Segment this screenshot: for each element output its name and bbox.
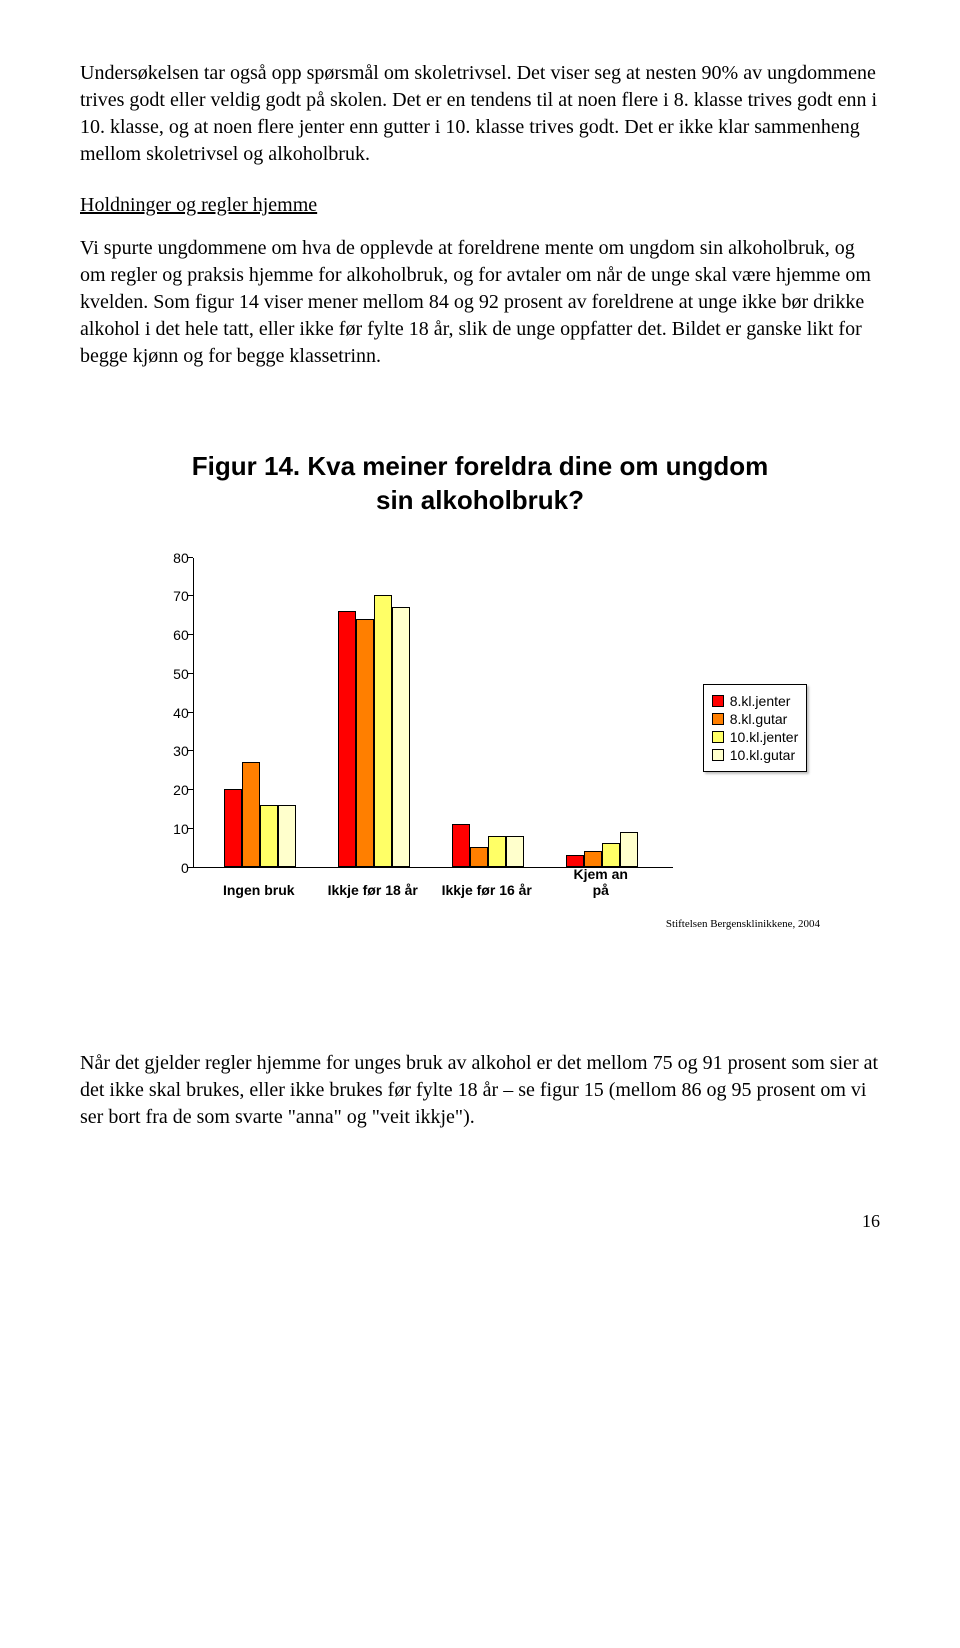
paragraph-1: Undersøkelsen tar også opp spørsmål om s… (80, 60, 880, 168)
bar (242, 762, 260, 867)
bar (488, 836, 506, 867)
paragraph-2: Vi spurte ungdommene om hva de opplevde … (80, 235, 880, 370)
legend-swatch (712, 749, 724, 761)
x-category-label: Ikkje før 18 år (328, 882, 418, 898)
bar (224, 789, 242, 867)
bar (620, 832, 638, 867)
bar (470, 847, 488, 866)
legend-swatch (712, 731, 724, 743)
bar (374, 595, 392, 866)
legend-label: 10.kl.gutar (730, 747, 795, 763)
paragraph-3: Når det gjelder regler hjemme for unges … (80, 1050, 880, 1131)
chart-source: Stiftelsen Bergensklinikkene, 2004 (80, 918, 820, 930)
bar (506, 836, 524, 867)
y-tick-label: 60 (153, 627, 189, 643)
chart-container: 01020304050607080Ingen brukIkkje før 18 … (80, 558, 880, 898)
x-category-label: Ingen bruk (223, 882, 295, 898)
legend-swatch (712, 713, 724, 725)
bar (260, 805, 278, 867)
legend-label: 10.kl.jenter (730, 729, 798, 745)
chart-legend: 8.kl.jenter 8.kl.gutar 10.kl.jenter 10.kl.g… (703, 684, 807, 772)
bar (452, 824, 470, 867)
page-number: 16 (80, 1211, 880, 1232)
plot-area (193, 558, 673, 868)
legend-label: 8.kl.gutar (730, 711, 788, 727)
bar (392, 607, 410, 867)
y-tick-label: 0 (153, 860, 189, 876)
chart-title: Figur 14. Kva meiner foreldra dine om un… (130, 450, 830, 518)
x-category-label: Kjem an på (565, 866, 637, 898)
y-tick-label: 30 (153, 743, 189, 759)
legend-swatch (712, 695, 724, 707)
chart-title-line2: sin alkoholbruk? (376, 485, 584, 515)
bar (338, 611, 356, 867)
legend-item: 8.kl.jenter (712, 693, 798, 709)
legend-item: 10.kl.jenter (712, 729, 798, 745)
bar (356, 619, 374, 867)
legend-label: 8.kl.jenter (730, 693, 791, 709)
y-tick-label: 20 (153, 782, 189, 798)
bar-chart: 01020304050607080Ingen brukIkkje før 18 … (153, 558, 673, 898)
y-tick-label: 10 (153, 821, 189, 837)
y-tick-label: 80 (153, 550, 189, 566)
chart-title-line1: Figur 14. Kva meiner foreldra dine om un… (192, 451, 768, 481)
bar (602, 843, 620, 866)
x-category-label: Ikkje før 16 år (442, 882, 532, 898)
y-tick-label: 70 (153, 588, 189, 604)
bar (584, 851, 602, 867)
section-subhead: Holdninger og regler hjemme (80, 192, 880, 219)
legend-item: 8.kl.gutar (712, 711, 798, 727)
legend-item: 10.kl.gutar (712, 747, 798, 763)
bar (278, 805, 296, 867)
y-tick-label: 40 (153, 705, 189, 721)
y-tick-label: 50 (153, 666, 189, 682)
